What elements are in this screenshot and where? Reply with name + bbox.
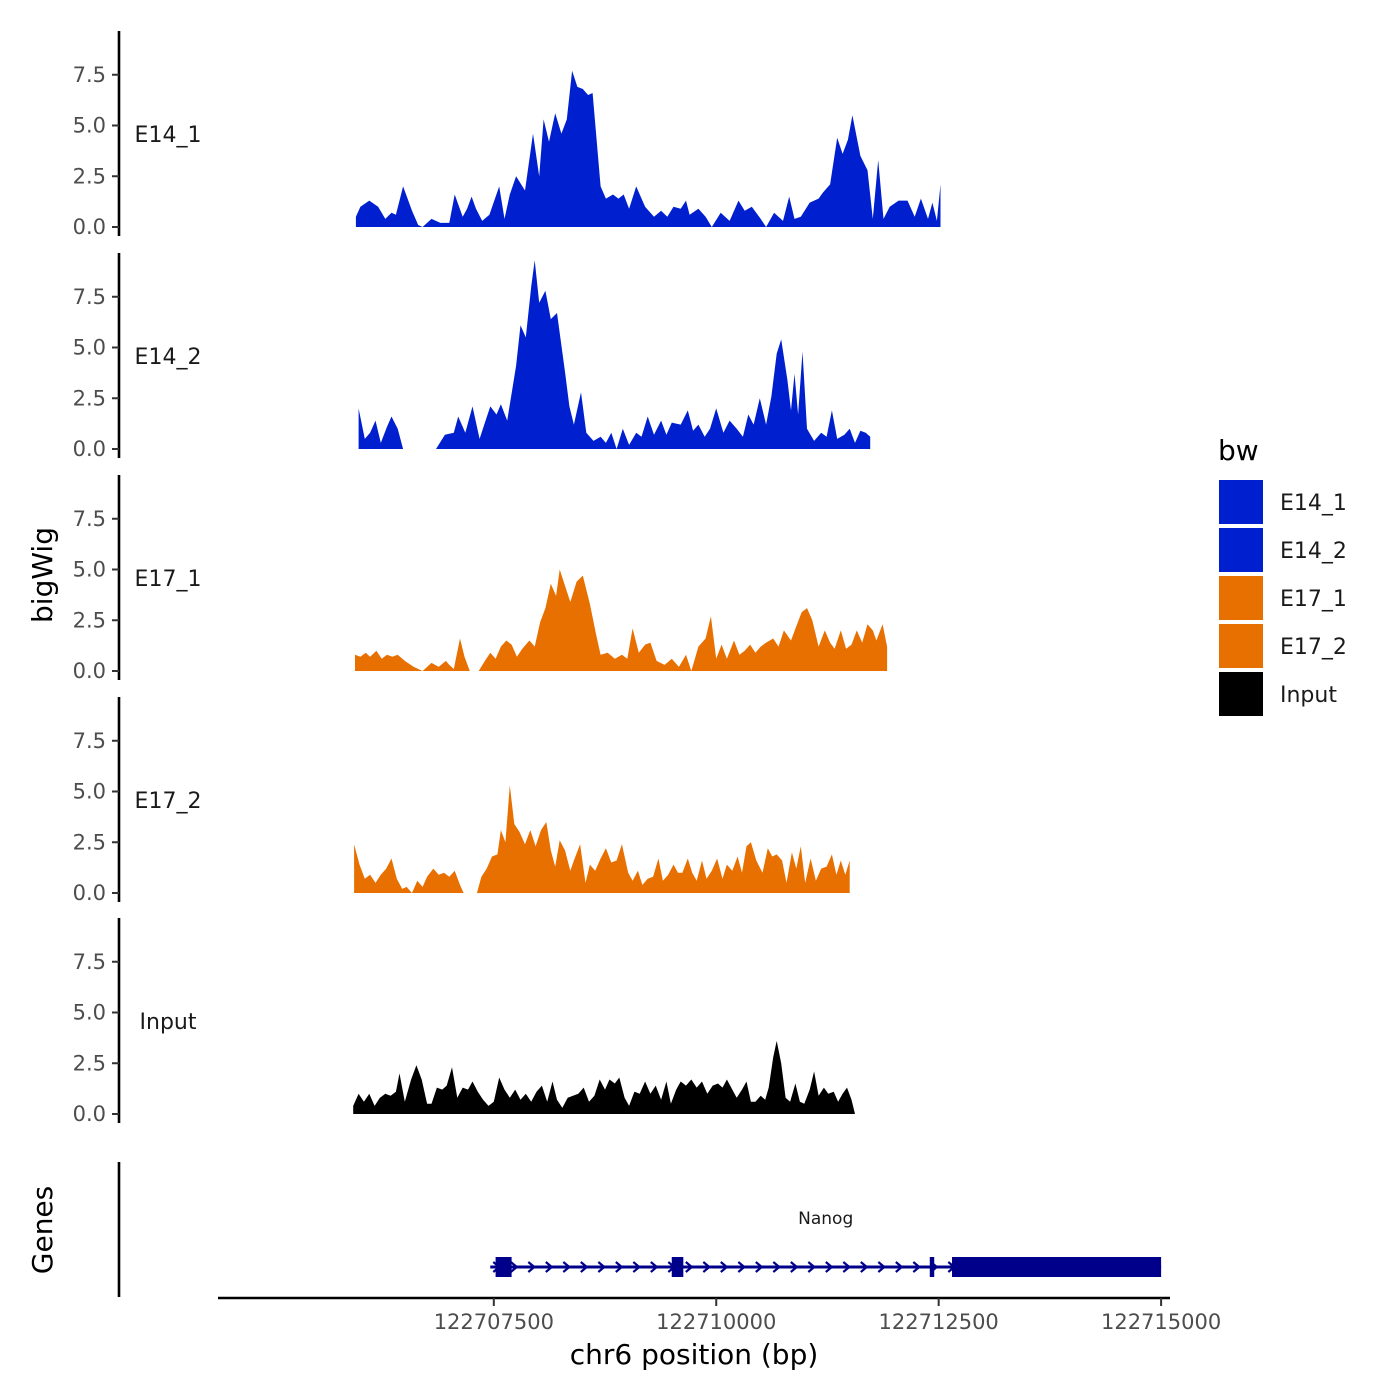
y-tick-label: 5.0 (73, 780, 106, 804)
y-tick-label: 2.5 (73, 1051, 106, 1075)
y-axis-title: bigWig (26, 527, 59, 623)
y-tick-label: 5.0 (73, 1001, 106, 1025)
y-tick-label: 5.0 (73, 114, 106, 138)
area-series-E14_1 (355, 70, 941, 227)
legend-key-E17_2 (1219, 624, 1263, 668)
legend-key-E17_1 (1219, 576, 1263, 620)
y-tick-label: 0.0 (73, 437, 106, 461)
strand-arrow (737, 1261, 747, 1273)
y-tick-label: 2.5 (73, 608, 106, 632)
x-tick-label: 122715000 (1101, 1310, 1221, 1334)
gene-name-label: Nanog (798, 1209, 853, 1229)
strand-arrow (632, 1261, 642, 1273)
y-tick-label: 7.5 (73, 507, 106, 531)
area-series-E17_1 (355, 569, 888, 671)
y-tick-label: 0.0 (73, 1102, 106, 1126)
tracks-layer: 0.0 2.5 5.0 7.5 E14_1 0.0 2.5 5.0 7.5 E14_2 0.0 2.5… (73, 31, 941, 1126)
gene-exon (495, 1257, 512, 1277)
track-E17_2: 0.0 2.5 5.0 7.5 E17_2 (73, 697, 850, 905)
strand-arrow (562, 1261, 572, 1273)
strand-arrow (545, 1261, 554, 1273)
legend-label: E14_2 (1280, 539, 1347, 564)
y-tick-label: 7.5 (73, 950, 106, 974)
area-series-E17_2 (354, 785, 850, 893)
legend-title: bw (1218, 434, 1259, 467)
strand-arrow (807, 1261, 817, 1273)
y-tick-label: 0.0 (73, 215, 106, 239)
strand-arrow (580, 1261, 589, 1273)
area-series-E14_2 (358, 260, 871, 449)
strand-arrow (772, 1261, 782, 1273)
strand-arrow (510, 1261, 519, 1273)
track-label: E14_1 (135, 123, 202, 148)
track-label: E17_2 (135, 789, 202, 814)
legend-key-E14_2 (1219, 528, 1263, 572)
gene-exon (952, 1257, 1162, 1277)
track-Input: 0.0 2.5 5.0 7.5 Input (73, 918, 855, 1126)
strand-arrow (615, 1261, 624, 1273)
strand-arrow (877, 1261, 887, 1273)
legend-label: E17_2 (1280, 635, 1347, 660)
y-tick-label: 2.5 (73, 164, 106, 188)
x-tick-label: 122712500 (879, 1310, 999, 1334)
strand-arrow (527, 1261, 537, 1273)
y-tick-label: 5.0 (73, 558, 106, 582)
legend-key-E14_1 (1219, 480, 1263, 524)
y-tick-label: 0.0 (73, 881, 106, 905)
y-tick-label: 2.5 (73, 386, 106, 410)
y-tick-label: 2.5 (73, 830, 106, 854)
y-tick-label: 0.0 (73, 659, 106, 683)
strand-arrow (895, 1261, 904, 1273)
strand-arrow (720, 1261, 729, 1273)
x-tick-label: 122707500 (434, 1310, 554, 1334)
track-E17_1: 0.0 2.5 5.0 7.5 E17_1 (73, 475, 888, 683)
legend-label: E14_1 (1280, 491, 1347, 516)
x-axis-title: chr6 position (bp) (570, 1338, 819, 1371)
y-tick-label: 7.5 (73, 285, 106, 309)
y-tick-label: 7.5 (73, 63, 106, 87)
strand-arrow (755, 1261, 764, 1273)
legend: bw E14_1 E14_2 E17_1 E17_2 Input (1218, 434, 1347, 716)
strand-arrow (597, 1261, 607, 1273)
strand-arrow (912, 1261, 922, 1273)
track-E14_2: 0.0 2.5 5.0 7.5 E14_2 (73, 253, 871, 461)
strand-arrow (842, 1261, 852, 1273)
x-tick-label: 122710000 (656, 1310, 776, 1334)
track-label: E14_2 (135, 345, 202, 370)
x-axis: 122707500 122710000 122712500 122715000 (218, 1296, 1221, 1334)
track-label: E17_1 (135, 567, 202, 592)
legend-key-Input (1219, 672, 1263, 716)
genes-track-title: Genes (26, 1186, 59, 1274)
gene-exon (929, 1257, 935, 1277)
track-E14_1: 0.0 2.5 5.0 7.5 E14_1 (73, 31, 941, 239)
strand-arrow (860, 1261, 869, 1273)
area-series-Input (353, 1040, 855, 1114)
strand-arrow (650, 1261, 659, 1273)
strand-arrow (685, 1261, 694, 1273)
strand-arrow (790, 1261, 799, 1273)
genes-track: Genes Nanog (26, 1162, 1162, 1297)
legend-label: E17_1 (1280, 587, 1347, 612)
strand-arrow (825, 1261, 834, 1273)
y-tick-label: 5.0 (73, 336, 106, 360)
track-label: Input (140, 1010, 197, 1035)
gene-exon (671, 1257, 684, 1277)
legend-label: Input (1280, 683, 1337, 708)
y-tick-label: 7.5 (73, 729, 106, 753)
strand-arrow (702, 1261, 712, 1273)
